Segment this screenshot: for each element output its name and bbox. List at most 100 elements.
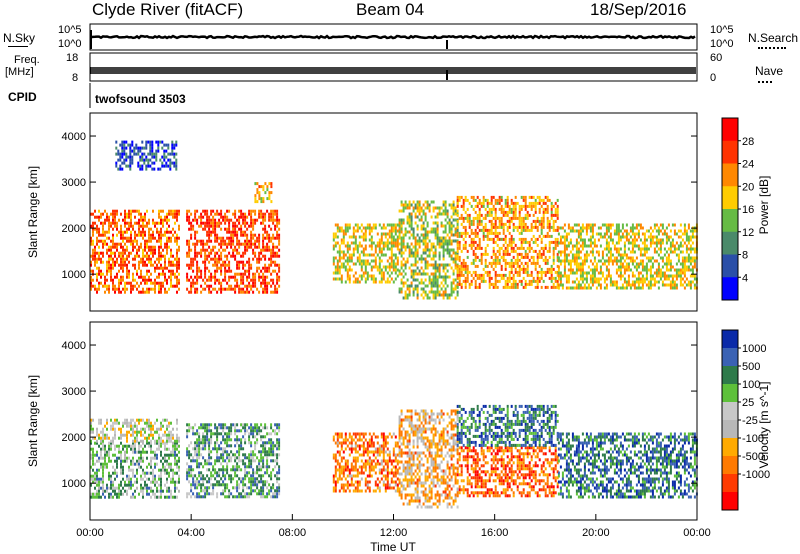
range-cell <box>242 278 245 282</box>
range-cell <box>122 266 124 270</box>
range-cell <box>196 230 199 234</box>
range-cell <box>131 149 134 153</box>
range-cell <box>573 259 576 263</box>
range-cell <box>160 284 162 288</box>
range-cell <box>128 251 130 255</box>
range-cell <box>156 456 158 460</box>
range-cell <box>224 275 227 279</box>
range-cell <box>619 238 622 242</box>
range-cell <box>446 245 449 249</box>
range-cell <box>510 210 513 214</box>
range-cell <box>635 223 638 227</box>
range-cell <box>212 248 215 252</box>
range-cell <box>100 239 102 243</box>
range-cell <box>236 218 239 222</box>
range-cell <box>685 232 688 236</box>
range-cell <box>142 251 144 255</box>
range-cell <box>402 209 405 213</box>
range-cell <box>436 233 439 237</box>
range-cell <box>510 261 513 265</box>
range-cell <box>112 227 114 231</box>
range-cell <box>486 201 489 205</box>
range-cell <box>631 247 634 251</box>
range-cell <box>96 290 98 294</box>
range-cell <box>458 246 461 250</box>
range-cell <box>452 260 455 264</box>
range-cell <box>406 293 409 297</box>
range-cell <box>472 216 475 220</box>
range-cell <box>486 243 489 247</box>
range-cell <box>114 254 116 258</box>
range-cell <box>118 218 120 222</box>
range-cell <box>386 271 389 275</box>
range-cell <box>123 152 126 156</box>
range-cell <box>633 274 636 278</box>
range-cell <box>436 287 439 291</box>
range-cell <box>538 219 541 223</box>
range-cell <box>262 197 265 201</box>
range-cell <box>232 254 235 258</box>
range-cell <box>673 274 676 278</box>
range-cell <box>581 274 584 278</box>
range-cell <box>681 268 684 272</box>
range-cell <box>639 280 642 284</box>
range-cell <box>122 459 124 463</box>
range-cell <box>110 474 112 478</box>
range-cell <box>146 450 148 454</box>
range-cell <box>236 251 239 255</box>
range-cell <box>122 248 124 252</box>
range-cell <box>621 274 624 278</box>
range-cell <box>500 237 503 241</box>
range-cell <box>442 257 445 261</box>
range-cell <box>128 254 130 258</box>
range-cell <box>108 236 110 240</box>
range-cell <box>647 235 650 239</box>
range-cell <box>380 274 383 278</box>
range-cell <box>585 280 588 284</box>
range-cell <box>129 158 132 162</box>
range-cell <box>412 263 415 267</box>
range-cell <box>482 231 485 235</box>
range-cell <box>214 281 217 285</box>
range-cell <box>502 213 505 217</box>
range-cell <box>116 459 118 463</box>
range-cell <box>490 219 493 223</box>
range-cell <box>687 241 690 245</box>
range-cell <box>408 206 411 210</box>
range-cell <box>104 218 106 222</box>
range-cell <box>452 206 455 210</box>
range-cell <box>520 222 523 226</box>
range-cell <box>488 231 491 235</box>
range-cell <box>561 241 564 245</box>
range-cell <box>557 259 560 263</box>
range-cell <box>512 216 515 220</box>
range-cell <box>675 253 678 257</box>
range-cell <box>530 225 533 229</box>
range-cell <box>276 275 279 279</box>
range-cell <box>142 248 144 252</box>
range-cell <box>122 278 124 282</box>
range-cell <box>410 242 413 246</box>
range-cell <box>270 182 273 186</box>
range-cell <box>238 242 241 246</box>
range-cell <box>266 245 269 249</box>
range-cell <box>645 244 648 248</box>
range-cell <box>236 233 239 237</box>
range-cell <box>250 215 253 219</box>
range-cell <box>474 255 477 259</box>
range-cell <box>210 218 213 222</box>
range-cell <box>368 226 371 230</box>
range-cell <box>266 236 269 240</box>
range-cell <box>554 210 557 214</box>
range-cell <box>132 272 134 276</box>
range-cell <box>154 477 156 481</box>
range-cell <box>448 242 451 246</box>
range-cell <box>681 265 684 269</box>
range-cell <box>691 235 694 239</box>
range-cell <box>154 492 156 496</box>
range-cell <box>585 223 588 227</box>
range-cell <box>140 260 142 264</box>
range-cell <box>464 276 467 280</box>
range-cell <box>228 221 231 225</box>
range-cell <box>254 197 257 201</box>
